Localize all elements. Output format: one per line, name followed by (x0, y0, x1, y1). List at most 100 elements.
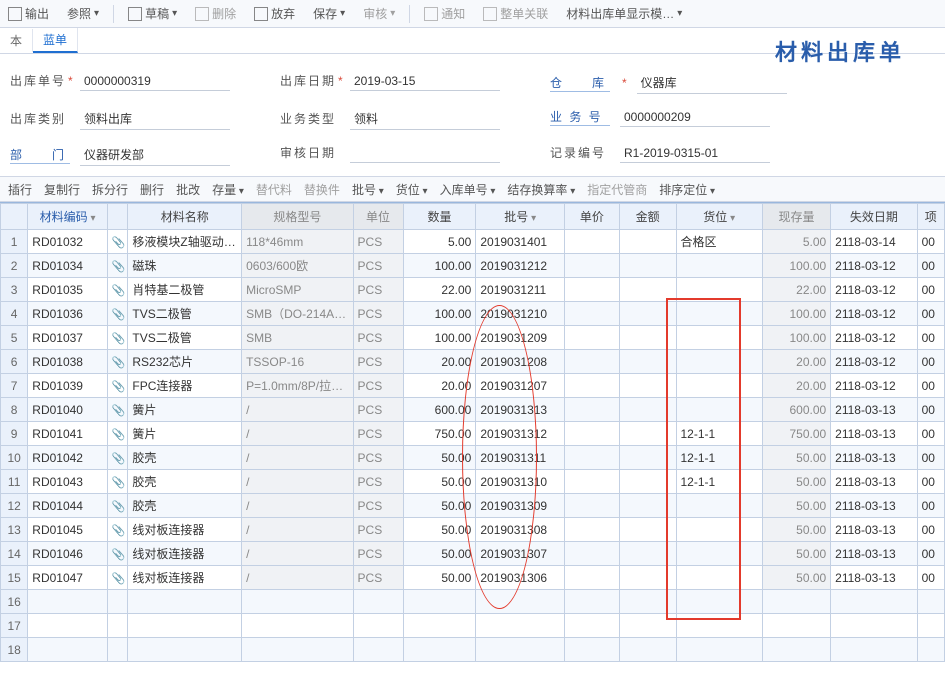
cell-amount[interactable] (619, 518, 676, 542)
col-pos[interactable]: 货位 (676, 204, 762, 230)
cell-qty[interactable]: 100.00 (403, 326, 476, 350)
table-row[interactable]: 2RD01034📎磁珠0603/600欧PCS100.0020190312121… (1, 254, 945, 278)
cell-item[interactable]: 00 (917, 302, 944, 326)
cell-qty[interactable]: 100.00 (403, 302, 476, 326)
col-clip[interactable] (107, 204, 127, 230)
cell-lot[interactable]: 2019031309 (476, 494, 565, 518)
cell-lot[interactable]: 2019031312 (476, 422, 565, 446)
cell-price[interactable] (565, 398, 620, 422)
cell-lot[interactable]: 2019031307 (476, 542, 565, 566)
cell-lot[interactable]: 2019031209 (476, 326, 565, 350)
cell-code[interactable]: RD01043 (28, 470, 108, 494)
field-biz-no[interactable]: 业 务 号 0000000209 (550, 108, 770, 130)
table-row[interactable]: 11RD01043📎胶壳/PCS50.00201903131012-1-150.… (1, 470, 945, 494)
field-bill-no[interactable]: 出库单号* 0000000319 (10, 72, 230, 94)
cell-item[interactable]: 00 (917, 398, 944, 422)
cell-item[interactable]: 00 (917, 326, 944, 350)
cell-price[interactable] (565, 254, 620, 278)
col-spec[interactable]: 规格型号 (242, 204, 353, 230)
col-amount[interactable]: 金额 (619, 204, 676, 230)
table-row[interactable]: 17 (1, 614, 945, 638)
cell-expire[interactable]: 2118-03-14 (831, 230, 917, 254)
col-lot[interactable]: 批号 (476, 204, 565, 230)
cell-name[interactable]: 胶壳 (128, 494, 242, 518)
export-btn[interactable]: 输出 (4, 3, 53, 24)
in-bill-btn[interactable]: 入库单号 (440, 181, 496, 198)
cell-code[interactable]: RD01046 (28, 542, 108, 566)
cell-qty[interactable]: 20.00 (403, 374, 476, 398)
del-row-btn[interactable]: 删行 (140, 181, 164, 198)
cell-item[interactable]: 00 (917, 350, 944, 374)
cell-pos[interactable] (676, 374, 762, 398)
tab-base[interactable]: 本 (0, 29, 33, 52)
col-price[interactable]: 单价 (565, 204, 620, 230)
cell-pos[interactable] (676, 494, 762, 518)
table-row[interactable]: 5RD01037📎TVS二极管SMBPCS100.002019031209100… (1, 326, 945, 350)
cell-clip[interactable]: 📎 (107, 398, 127, 422)
field-record-no[interactable]: 记录编号 R1-2019-0315-01 (550, 144, 770, 166)
cell-price[interactable] (565, 350, 620, 374)
cell-pos[interactable]: 12-1-1 (676, 470, 762, 494)
col-name[interactable]: 材料名称 (128, 204, 242, 230)
cell-lot[interactable]: 2019031207 (476, 374, 565, 398)
table-row[interactable]: 10RD01042📎胶壳/PCS50.00201903131112-1-150.… (1, 446, 945, 470)
cell-lot[interactable]: 2019031401 (476, 230, 565, 254)
cell-name[interactable]: 线对板连接器 (128, 518, 242, 542)
cell-clip[interactable]: 📎 (107, 542, 127, 566)
copy-row-btn[interactable]: 复制行 (44, 181, 80, 198)
cell-item[interactable]: 00 (917, 518, 944, 542)
cell-item[interactable]: 00 (917, 494, 944, 518)
notify-btn[interactable]: 通知 (420, 3, 469, 24)
table-row[interactable]: 14RD01046📎线对板连接器/PCS50.00201903130750.00… (1, 542, 945, 566)
cell-amount[interactable] (619, 470, 676, 494)
cell-price[interactable] (565, 542, 620, 566)
cell-price[interactable] (565, 494, 620, 518)
cell-name[interactable]: TVS二极管 (128, 302, 242, 326)
cell-pos[interactable] (676, 350, 762, 374)
cell-clip[interactable]: 📎 (107, 494, 127, 518)
table-row[interactable]: 15RD01047📎线对板连接器/PCS50.00201903130650.00… (1, 566, 945, 590)
cell-name[interactable]: 肖特基二极管 (128, 278, 242, 302)
cell-price[interactable] (565, 230, 620, 254)
cell-lot[interactable]: 2019031311 (476, 446, 565, 470)
field-biz-type[interactable]: 业务类型 领料 (280, 108, 500, 130)
table-row[interactable]: 13RD01045📎线对板连接器/PCS50.00201903130850.00… (1, 518, 945, 542)
relation-btn[interactable]: 整单关联 (479, 3, 552, 24)
cell-code[interactable]: RD01032 (28, 230, 108, 254)
cell-price[interactable] (565, 470, 620, 494)
table-row[interactable]: 12RD01044📎胶壳/PCS50.00201903130950.002118… (1, 494, 945, 518)
cell-amount[interactable] (619, 566, 676, 590)
col-code[interactable]: 材料编码 (28, 204, 108, 230)
cell-pos[interactable] (676, 254, 762, 278)
cell-clip[interactable]: 📎 (107, 374, 127, 398)
table-row[interactable]: 9RD01041📎簧片/PCS750.00201903131212-1-1750… (1, 422, 945, 446)
table-row[interactable]: 4RD01036📎TVS二极管SMB（DO-214A…PCS100.002019… (1, 302, 945, 326)
cell-clip[interactable]: 📎 (107, 302, 127, 326)
cell-name[interactable]: 磁珠 (128, 254, 242, 278)
cell-price[interactable] (565, 302, 620, 326)
cell-name[interactable]: FPC连接器 (128, 374, 242, 398)
cell-name[interactable]: TVS二极管 (128, 326, 242, 350)
cell-code[interactable]: RD01035 (28, 278, 108, 302)
cell-qty[interactable]: 22.00 (403, 278, 476, 302)
cell-pos[interactable] (676, 398, 762, 422)
cell-qty[interactable]: 50.00 (403, 494, 476, 518)
cell-expire[interactable]: 2118-03-13 (831, 470, 917, 494)
cell-code[interactable]: RD01036 (28, 302, 108, 326)
cell-pos[interactable] (676, 542, 762, 566)
cell-code[interactable]: RD01041 (28, 422, 108, 446)
cell-qty[interactable]: 50.00 (403, 446, 476, 470)
cell-code[interactable]: RD01034 (28, 254, 108, 278)
cell-clip[interactable]: 📎 (107, 422, 127, 446)
cell-code[interactable]: RD01044 (28, 494, 108, 518)
cell-pos[interactable]: 合格区 (676, 230, 762, 254)
cell-qty[interactable]: 50.00 (403, 518, 476, 542)
cell-qty[interactable]: 100.00 (403, 254, 476, 278)
sort-btn[interactable]: 排序定位 (659, 181, 715, 198)
cell-qty[interactable]: 20.00 (403, 350, 476, 374)
cell-clip[interactable]: 📎 (107, 446, 127, 470)
table-row[interactable]: 7RD01039📎FPC连接器P=1.0mm/8P/拉…PCS20.002019… (1, 374, 945, 398)
stock-btn[interactable]: 存量 (212, 181, 244, 198)
cell-price[interactable] (565, 446, 620, 470)
cell-pos[interactable] (676, 566, 762, 590)
